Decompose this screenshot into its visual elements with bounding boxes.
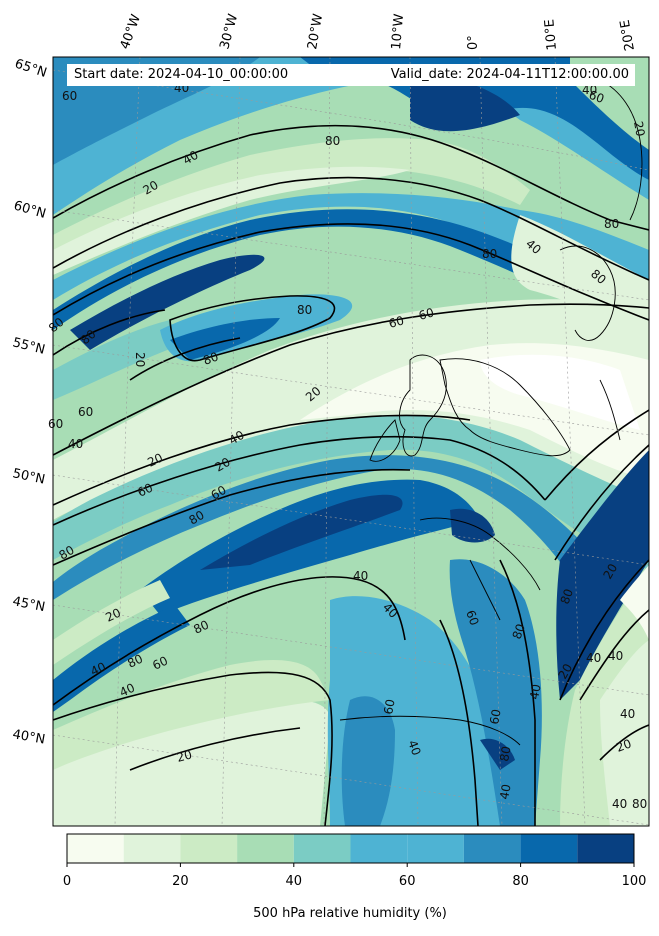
contour-label: 40 — [227, 428, 247, 448]
colorbar-tick-label: 60 — [399, 874, 416, 889]
contour-label: 20 — [103, 606, 123, 625]
contour-label: 60 — [463, 608, 481, 627]
valid-date-label: Valid_date: 2024-04-11T12:00:00.00 — [390, 67, 629, 82]
contour-label: 80 — [191, 618, 211, 637]
graticule — [53, 57, 649, 826]
colorbar-segment — [237, 834, 294, 863]
colorbar-segment — [67, 834, 124, 863]
humidity-contours — [53, 124, 649, 826]
contour-label: 80 — [497, 745, 513, 762]
contour-label: 80 — [125, 652, 145, 671]
contour-label: 20 — [555, 661, 575, 681]
longitude-label: 20°E — [618, 19, 638, 52]
contour-label: 80 — [187, 508, 207, 528]
colorbar-segment — [293, 834, 351, 863]
contour-label: 40 — [527, 683, 543, 700]
colorbar-segment — [350, 834, 408, 863]
contour-label: 40 — [586, 651, 601, 665]
colorbar: 0 20 40 60 80 100 — [63, 833, 647, 889]
colorbar-segment — [407, 834, 464, 863]
latitude-label: 60°N — [12, 198, 48, 221]
latitude-labels: 65°N 60°N 55°N 50°N 45°N 40°N — [11, 57, 49, 748]
contour-label: 40 — [497, 783, 513, 800]
contour-label: 80 — [510, 622, 528, 641]
contour-label: 20 — [213, 455, 233, 475]
coastlines — [339, 79, 643, 746]
contour-label: 60 — [487, 708, 503, 725]
latitude-label: 45°N — [11, 594, 46, 615]
colorbar-tick-label: 100 — [622, 874, 647, 889]
contour-label: 20 — [175, 747, 193, 764]
contour-label: 20 — [614, 736, 633, 754]
colorbar-segment — [463, 834, 521, 863]
colorbar-tick-label: 20 — [172, 874, 189, 889]
contour-label: 40 — [68, 437, 83, 451]
contour-label: 40 — [608, 649, 623, 663]
contour-label: 60 — [150, 654, 170, 673]
start-date-label: Start date: 2024-04-10_00:00:00 — [74, 67, 289, 82]
contour-label: 80 — [482, 247, 497, 261]
contour-label: 20 — [631, 120, 647, 137]
contour-label: 60 — [381, 698, 397, 715]
colorbar-segment — [123, 834, 181, 863]
title-box — [67, 64, 635, 86]
contour-label: 60 — [417, 305, 435, 322]
contour-label: 40 — [612, 797, 627, 811]
latitude-label: 40°N — [11, 727, 46, 747]
map-frame — [52, 56, 650, 827]
contour-label: 60 — [387, 313, 405, 330]
contour-label: 60 — [78, 405, 93, 419]
contour-label: 40 — [582, 83, 597, 97]
contour-label: 40 — [181, 148, 201, 168]
contour-label: 40 — [353, 569, 368, 583]
contour-label: 20 — [145, 451, 165, 470]
colorbar-tick-label: 80 — [512, 874, 529, 889]
contour-label: 60 — [48, 417, 63, 431]
contour-label: 80 — [325, 134, 340, 148]
colorbar-segment — [520, 834, 578, 863]
contour-label: 40 — [117, 681, 137, 700]
longitude-label: 10°E — [542, 19, 560, 51]
contour-label: 60 — [209, 483, 229, 503]
contour-label: 20 — [141, 178, 161, 198]
colorbar-segment — [577, 834, 634, 863]
humidity-field — [53, 57, 649, 826]
contour-label: 40 — [405, 738, 423, 757]
contour-label: 60 — [135, 481, 155, 500]
longitude-label: 20°W — [305, 13, 326, 51]
longitude-label: 10°W — [389, 13, 407, 50]
longitude-label: 30°W — [217, 12, 241, 51]
colorbar-tick-label: 0 — [63, 874, 71, 889]
contour-label: 80 — [604, 217, 619, 231]
contour-label: 80 — [558, 587, 576, 606]
contour-label: 60 — [62, 89, 77, 103]
contour-label: 40 — [620, 707, 635, 721]
latitude-label: 50°N — [11, 466, 46, 487]
contour-label: 80 — [297, 303, 312, 317]
longitude-label: 0° — [466, 35, 481, 50]
longitude-label: 40°W — [118, 12, 144, 51]
contour-label: 40 — [88, 660, 108, 679]
colorbar-segment — [180, 834, 238, 863]
contour-label: 20 — [600, 561, 620, 581]
longitude-labels: 40°W 30°W 20°W 10°W 0° 10°E 20°E — [118, 12, 638, 52]
colorbar-tick-label: 40 — [286, 874, 303, 889]
contour-label: 20 — [133, 352, 147, 367]
latitude-label: 55°N — [11, 335, 46, 357]
contour-label: 60 — [587, 88, 606, 106]
contour-label: 80 — [57, 543, 77, 563]
contour-label: 80 — [201, 349, 220, 367]
colorbar-title: 500 hPa relative humidity (%) — [253, 906, 447, 921]
colorbar-frame — [66, 833, 635, 864]
contour-label: 80 — [632, 797, 647, 811]
latitude-label: 65°N — [13, 57, 49, 81]
